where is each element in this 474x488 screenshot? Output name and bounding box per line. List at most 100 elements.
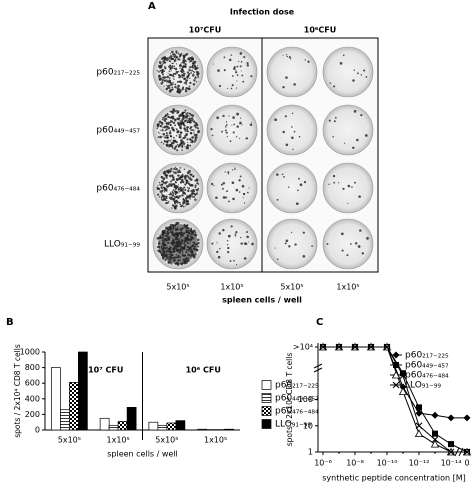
spot — [311, 245, 313, 247]
spot — [169, 135, 173, 138]
spot — [194, 184, 197, 187]
spot — [180, 125, 182, 127]
marker — [463, 414, 471, 422]
spot — [188, 85, 191, 87]
spot — [191, 114, 195, 117]
legend-label: p60₂₁₇₋₂₂₅ — [405, 351, 449, 361]
spot — [169, 192, 172, 196]
spot — [190, 233, 192, 236]
spot — [157, 131, 160, 134]
spot — [218, 232, 221, 235]
dose-label: 10⁷CFU — [189, 26, 221, 35]
column-label: 5x10⁵ — [280, 283, 303, 292]
spot — [186, 246, 190, 249]
spot — [165, 88, 168, 91]
spot — [180, 139, 183, 142]
spot — [186, 77, 189, 79]
spot — [177, 245, 180, 248]
bar — [99, 417, 110, 431]
spot — [186, 121, 189, 124]
spot — [183, 59, 186, 63]
row-label: p60₄₄₉₋₄₅₇ — [96, 126, 140, 136]
y-tick-label: >10⁴ — [293, 343, 313, 352]
spot — [172, 244, 174, 247]
spot — [156, 186, 159, 189]
spot — [293, 83, 296, 86]
spot — [183, 111, 186, 114]
well — [266, 104, 318, 156]
column-label: 5x10⁵ — [166, 283, 189, 292]
spot — [176, 71, 178, 73]
spot — [186, 187, 189, 189]
spot — [164, 136, 166, 138]
bar — [126, 407, 137, 431]
spot — [178, 190, 180, 192]
spot — [168, 140, 170, 142]
spot — [172, 75, 175, 78]
spot — [186, 59, 188, 61]
spot — [165, 117, 168, 120]
spot — [163, 61, 165, 64]
spot — [185, 114, 187, 116]
spot — [187, 231, 190, 235]
spot — [176, 191, 179, 194]
spot — [162, 132, 166, 136]
spot — [227, 246, 230, 250]
spot — [160, 141, 163, 144]
spot — [189, 65, 192, 69]
spot — [226, 240, 228, 242]
spot — [167, 115, 170, 118]
spot — [161, 230, 165, 233]
spot — [177, 240, 180, 243]
spot — [169, 84, 172, 87]
marker — [415, 409, 423, 417]
spot — [302, 254, 306, 258]
spot — [178, 184, 180, 186]
spot — [185, 112, 188, 115]
spot — [185, 147, 188, 150]
spot — [163, 238, 166, 240]
spot — [177, 174, 179, 176]
spot — [175, 167, 178, 171]
spot — [187, 118, 189, 120]
row-label: LLO₉₁₋₉₉ — [104, 240, 140, 250]
spot — [183, 177, 187, 180]
spot — [158, 120, 162, 124]
spot — [178, 249, 180, 251]
spot — [162, 73, 164, 76]
spot — [171, 223, 175, 227]
spot — [168, 77, 171, 79]
spot — [240, 61, 243, 63]
spot — [238, 60, 240, 63]
spot — [184, 188, 187, 192]
spot — [169, 140, 172, 142]
spot — [168, 114, 170, 116]
spot — [170, 167, 173, 171]
spot — [185, 229, 188, 232]
spot — [159, 77, 162, 80]
spot — [157, 242, 161, 245]
spot — [181, 226, 184, 230]
spot — [282, 86, 285, 89]
legend-label: p60₄₄₉₋₄₅₇ — [275, 394, 319, 404]
spot — [166, 59, 169, 62]
spot — [178, 91, 181, 94]
spot — [162, 194, 164, 196]
spot — [239, 52, 243, 55]
spot — [156, 188, 159, 190]
well — [206, 162, 258, 214]
spot — [285, 239, 289, 243]
spot — [166, 228, 169, 230]
legend-swatch — [261, 406, 272, 416]
spot — [171, 126, 174, 130]
spot — [183, 74, 185, 76]
spot — [190, 185, 192, 187]
spot — [160, 183, 164, 186]
spot — [157, 184, 159, 187]
spot — [187, 126, 189, 129]
spot — [160, 82, 163, 85]
marker — [319, 343, 327, 351]
spot — [183, 128, 187, 131]
spot — [291, 136, 294, 140]
spot — [191, 251, 194, 254]
